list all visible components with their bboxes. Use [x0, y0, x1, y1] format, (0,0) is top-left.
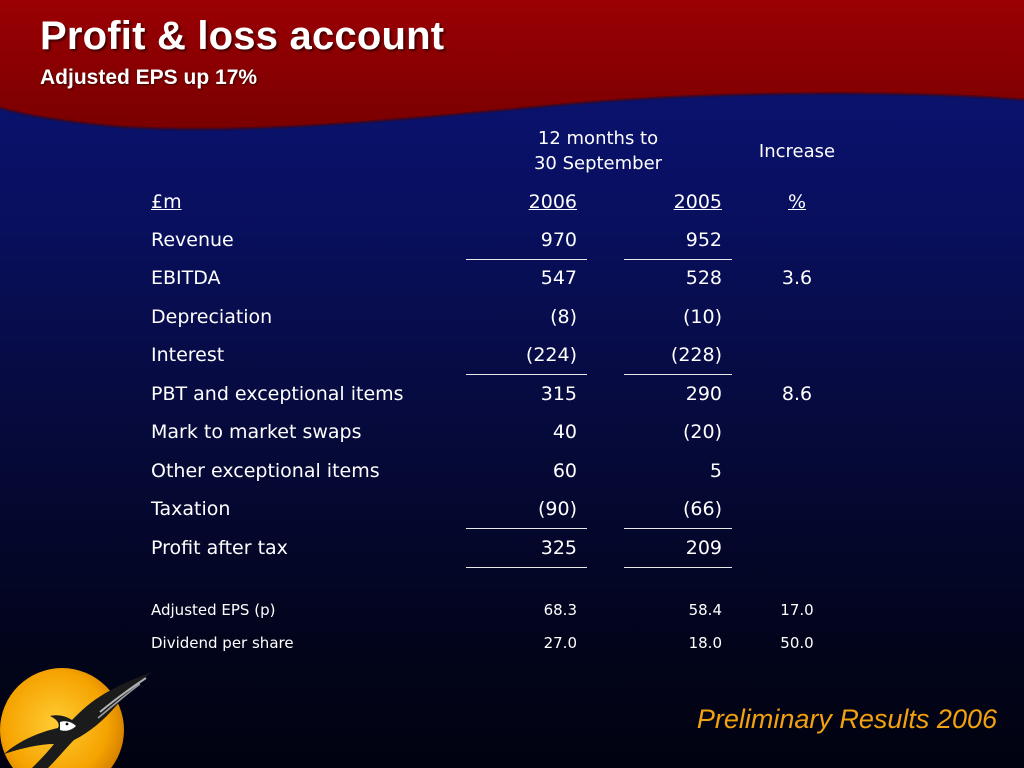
- value-increase: 17.0: [780, 601, 814, 619]
- page-title: Profit & loss account: [40, 14, 445, 58]
- row-label: Depreciation: [151, 306, 273, 328]
- row-label: Interest: [151, 344, 225, 366]
- table-row-adjusted-eps: Adjusted EPS (p) 68.3 58.4 17.0: [0, 601, 1024, 631]
- table-row-profit-after-tax: Profit after tax 325 209: [0, 537, 1024, 567]
- value-2006: 60: [552, 460, 577, 482]
- table-row-taxation: Taxation (90) (66): [0, 498, 1024, 528]
- value-increase: 50.0: [780, 634, 814, 652]
- value-2006: 27.0: [543, 634, 577, 652]
- row-label: Profit after tax: [151, 537, 288, 559]
- value-2006: 970: [540, 229, 577, 251]
- value-2005: 952: [685, 229, 722, 251]
- row-label: Dividend per share: [151, 634, 294, 652]
- row-label: Adjusted EPS (p): [151, 601, 276, 619]
- value-2006: (224): [525, 344, 577, 366]
- table-row-depreciation: Depreciation (8) (10): [0, 306, 1024, 336]
- underline-2005: [624, 259, 732, 260]
- period-header: 12 months to 30 September: [498, 126, 698, 176]
- value-increase: 3.6: [781, 267, 813, 289]
- row-label: EBITDA: [151, 267, 221, 289]
- value-2005: 18.0: [688, 634, 722, 652]
- table-row-interest: Interest (224) (228): [0, 344, 1024, 374]
- value-2005: 209: [685, 537, 722, 559]
- row-label: Revenue: [151, 229, 234, 251]
- value-increase: 8.6: [781, 383, 813, 405]
- underline-2005: [624, 374, 732, 375]
- value-2006: 547: [540, 267, 577, 289]
- unit-header: £m: [151, 191, 182, 213]
- value-2005: 290: [685, 383, 722, 405]
- underline-2006: [466, 567, 587, 568]
- underline-2006: [466, 374, 587, 375]
- table-row-revenue: Revenue 970 952: [0, 229, 1024, 259]
- year-2006-header: 2006: [528, 191, 577, 213]
- table-row-mark-to-market: Mark to market swaps 40 (20): [0, 421, 1024, 451]
- table-row-pbt: PBT and exceptional items 315 290 8.6: [0, 383, 1024, 413]
- period-header-line-1: 12 months to: [537, 128, 659, 149]
- value-2006: 315: [540, 383, 577, 405]
- row-label: PBT and exceptional items: [151, 383, 404, 405]
- table-row-other-exceptional: Other exceptional items 60 5: [0, 460, 1024, 490]
- row-label: Mark to market swaps: [151, 421, 362, 443]
- row-label: Other exceptional items: [151, 460, 380, 482]
- value-2005: 58.4: [688, 601, 722, 619]
- year-2005-header: 2005: [673, 191, 722, 213]
- page-subtitle: Adjusted EPS up 17%: [40, 66, 258, 89]
- percent-header: %: [787, 191, 807, 213]
- value-2006: 325: [540, 537, 577, 559]
- eagle-sun-logo-icon: [0, 668, 152, 768]
- increase-header: Increase: [758, 141, 836, 162]
- value-2005: 528: [685, 267, 722, 289]
- value-2006: (8): [550, 306, 577, 328]
- underline-2005: [624, 528, 732, 529]
- value-2006: (90): [537, 498, 577, 520]
- value-2005: (10): [682, 306, 722, 328]
- value-2005: 5: [709, 460, 722, 482]
- header-band: [0, 0, 1024, 131]
- value-2006: 40: [552, 421, 577, 443]
- value-2006: 68.3: [543, 601, 577, 619]
- underline-2006: [466, 259, 587, 260]
- value-2005: (228): [670, 344, 722, 366]
- footer-title: Preliminary Results 2006: [696, 704, 997, 734]
- row-label: Taxation: [151, 498, 231, 520]
- underline-2006: [466, 528, 587, 529]
- table-row-ebitda: EBITDA 547 528 3.6: [0, 267, 1024, 297]
- underline-2005: [624, 567, 732, 568]
- value-2005: (20): [682, 421, 722, 443]
- value-2005: (66): [682, 498, 722, 520]
- column-header-row: £m 2006 2005 %: [0, 191, 1024, 221]
- period-header-line-2: 30 September: [533, 153, 663, 174]
- table-row-dividend: Dividend per share 27.0 18.0 50.0: [0, 634, 1024, 664]
